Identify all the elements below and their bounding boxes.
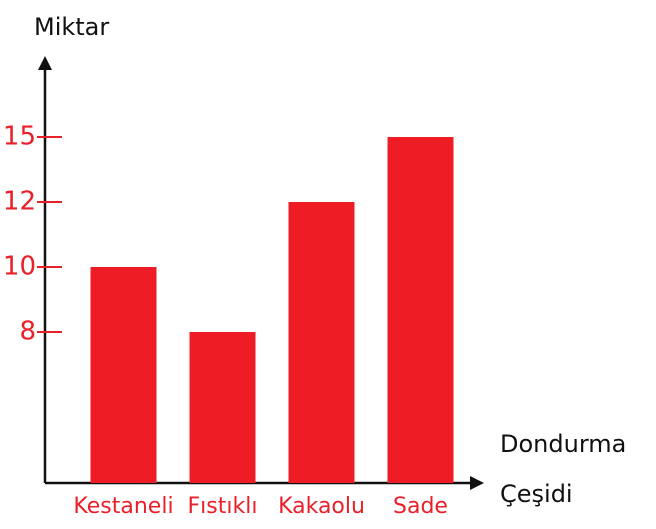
y-tick-label: 8 [19, 317, 36, 347]
x-tick-label: Kakaolu [278, 494, 365, 519]
y-axis-label: Miktar [34, 13, 109, 41]
x-axis-label: Dondurma [500, 430, 626, 458]
x-tick-label: Kestaneli [73, 494, 173, 519]
x-tick-label: Fıstıklı [188, 494, 258, 519]
x-axis-label: Çeşidi [500, 480, 573, 508]
bar [90, 267, 157, 483]
y-tick-label: 15 [3, 122, 36, 152]
y-tick-label: 10 [3, 252, 36, 282]
bar [189, 332, 256, 483]
x-tick-label: Sade [393, 494, 448, 519]
bar [288, 202, 355, 483]
y-axis-arrow [38, 56, 52, 70]
x-axis-arrow [470, 476, 484, 490]
bar [387, 137, 454, 483]
y-tick-label: 12 [3, 187, 36, 217]
